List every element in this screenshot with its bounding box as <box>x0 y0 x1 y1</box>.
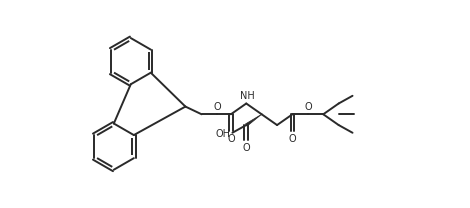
Polygon shape <box>245 114 262 126</box>
Text: O: O <box>289 134 296 144</box>
Text: O: O <box>227 134 235 144</box>
Text: O: O <box>213 102 221 112</box>
Text: O: O <box>304 102 312 112</box>
Text: OH: OH <box>216 129 231 139</box>
Text: NH: NH <box>240 91 254 101</box>
Text: O: O <box>243 143 250 153</box>
